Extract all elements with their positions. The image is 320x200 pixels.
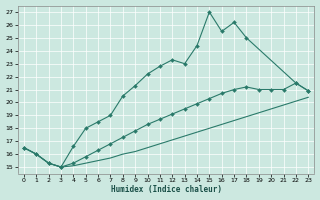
X-axis label: Humidex (Indice chaleur): Humidex (Indice chaleur) <box>111 185 221 194</box>
